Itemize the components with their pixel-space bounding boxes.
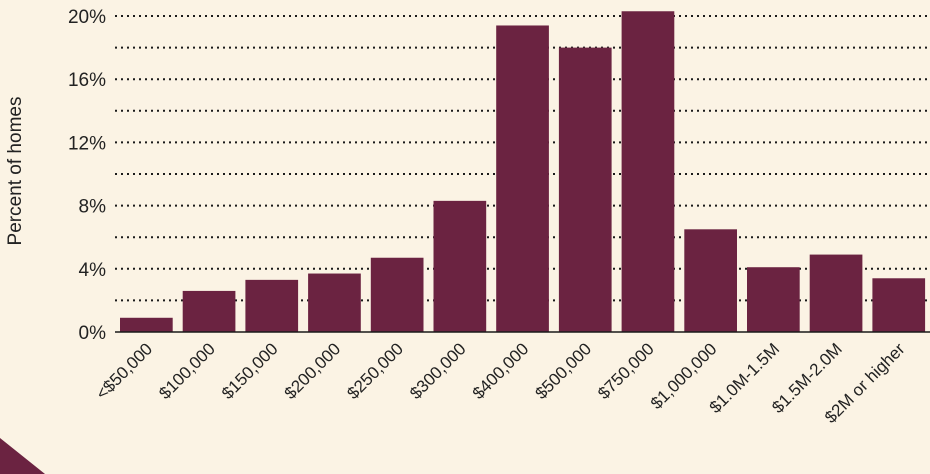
y-tick-label: 20%: [68, 7, 106, 28]
x-tick-labels: <$50,000 $100,000 $150,000 $200,000 $250,000…: [92, 339, 909, 427]
x-tick-label: $200,000: [281, 339, 345, 403]
x-tick-label: $750,000: [594, 339, 658, 403]
bar: [120, 317, 173, 332]
bars: [120, 11, 926, 332]
x-tick-label: $100,000: [155, 339, 219, 403]
bar: [747, 267, 800, 332]
bar: [496, 25, 549, 332]
y-tick-label: 12%: [68, 133, 106, 154]
bar: [684, 229, 737, 332]
bar: [621, 11, 675, 332]
bar: [558, 47, 612, 332]
x-tick-label: $250,000: [343, 339, 407, 403]
y-tick-label: 4%: [79, 260, 107, 281]
y-tick-label: 0%: [79, 323, 107, 344]
bar: [809, 254, 863, 332]
y-tick-label: 16%: [68, 70, 106, 91]
y-tick-labels: 0% 4% 8% 12% 16% 20%: [68, 7, 106, 344]
x-tick-label: $150,000: [218, 339, 282, 403]
x-tick-label: $500,000: [532, 339, 596, 403]
bar: [308, 273, 361, 332]
bar: [872, 278, 926, 332]
bar: [245, 279, 299, 332]
bar: [182, 290, 236, 332]
x-tick-label: $300,000: [406, 339, 470, 403]
y-tick-label: 8%: [79, 197, 107, 218]
bar: [370, 257, 424, 332]
x-tick-label: $400,000: [469, 339, 533, 403]
corner-accent: [0, 438, 45, 474]
x-tick-label: <$50,000: [92, 339, 156, 403]
y-axis-label: Percent of homes: [5, 97, 26, 246]
bar: [433, 200, 487, 332]
